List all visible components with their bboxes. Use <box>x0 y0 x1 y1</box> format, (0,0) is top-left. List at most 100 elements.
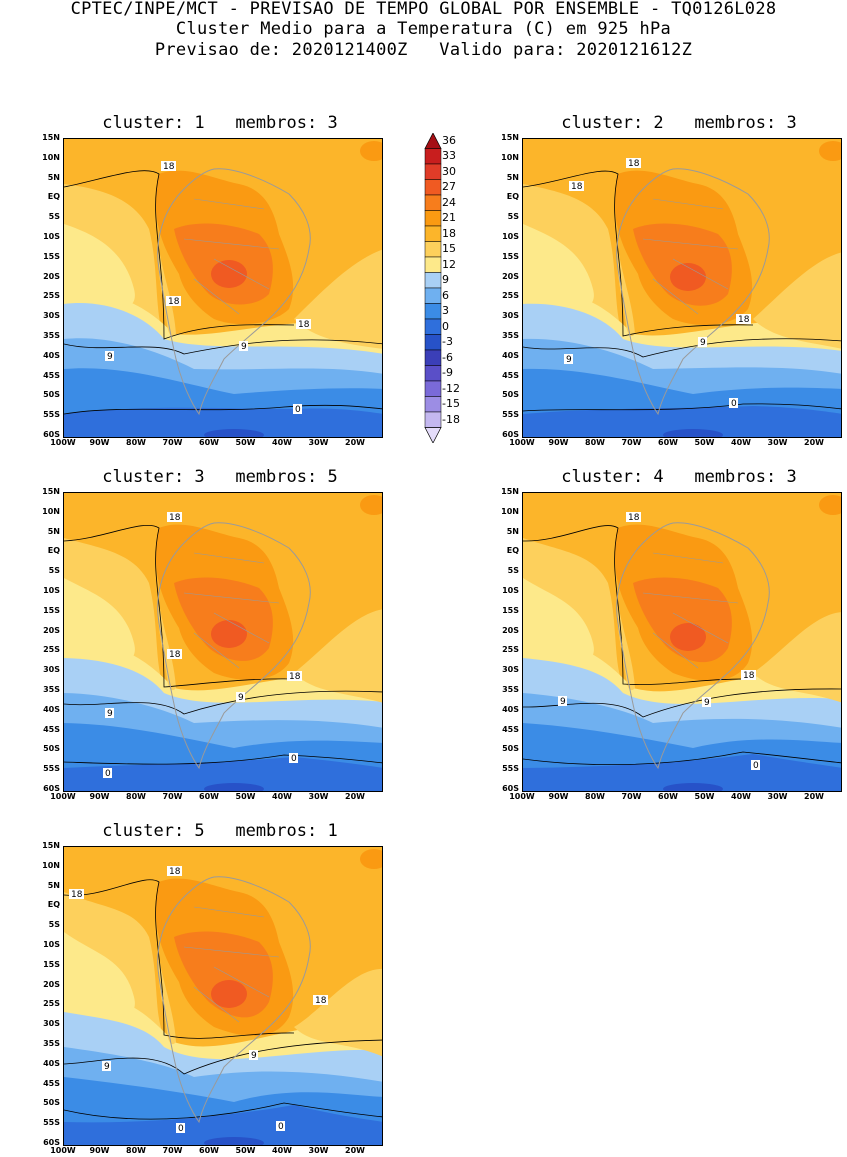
lat-tick-label: 5S <box>507 566 519 576</box>
lon-tick-label: 60W <box>658 438 678 447</box>
svg-text:0: 0 <box>291 754 297 764</box>
lat-tick-label: 35S <box>502 685 519 694</box>
contour-label: 0 <box>103 768 112 779</box>
contour-label: 18 <box>626 158 641 169</box>
colorbar-level-label: 21 <box>442 211 456 224</box>
lat-tick-label: 60S <box>502 784 519 793</box>
colorbar-arrow-top <box>424 133 442 149</box>
lat-tick-label: 50S <box>43 390 60 400</box>
lon-tick-label: 20W <box>345 1146 365 1155</box>
colorbar-level-label: 12 <box>442 257 456 271</box>
temperature-map: 18 18 18 9 9 0 0 <box>64 847 382 1145</box>
lon-tick-label: 90W <box>548 792 569 801</box>
svg-text:18: 18 <box>169 650 181 660</box>
colorbar-swatch <box>424 272 442 289</box>
colorbar-level-label: 0 <box>442 319 449 333</box>
svg-text:9: 9 <box>700 338 706 348</box>
contour-label: 18 <box>741 670 756 681</box>
lat-tick-label: 35S <box>43 1039 60 1048</box>
lat-tick-label: 10N <box>501 152 519 162</box>
colorbar-level-label: 18 <box>442 226 456 240</box>
colorbar-swatch <box>424 163 442 180</box>
contour-label: 9 <box>239 341 248 352</box>
lat-tick-label: 40S <box>43 704 60 714</box>
contour-label: 9 <box>558 696 567 707</box>
svg-text:9: 9 <box>104 1062 110 1072</box>
lat-tick-label: 20S <box>502 625 519 635</box>
contour-label: 18 <box>626 512 641 523</box>
lon-tick-label: 30W <box>308 792 329 801</box>
lon-tick-label: 30W <box>767 438 788 447</box>
colorbar-swatch <box>424 318 442 335</box>
contour-label: 0 <box>729 398 738 409</box>
lon-tick-label: 60W <box>658 792 678 801</box>
lon-tick-label: 70W <box>621 438 642 447</box>
lat-tick-label: 60S <box>43 784 60 793</box>
contour-label: 18 <box>166 296 181 307</box>
contour-label: 9 <box>105 351 114 362</box>
lat-tick-label: 15S <box>502 605 519 615</box>
lat-tick-label: 25S <box>43 291 60 301</box>
panel-title: cluster: 2 membros: 3 <box>561 113 797 133</box>
colorbar-level-label: 24 <box>442 195 456 209</box>
colorbar-swatch <box>424 303 442 320</box>
lat-tick-label: EQ <box>506 546 519 556</box>
lon-tick-label: 50W <box>235 438 256 447</box>
temperature-map: 18 18 9 9 0 <box>523 493 841 791</box>
lon-tick-label: 30W <box>308 1146 329 1155</box>
svg-text:0: 0 <box>105 769 111 779</box>
svg-text:9: 9 <box>241 342 247 352</box>
contour-label: 18 <box>167 866 182 877</box>
panel-title: cluster: 5 membros: 1 <box>102 821 338 841</box>
lon-tick-label: 90W <box>89 438 110 447</box>
contour-label: 0 <box>751 760 760 771</box>
contour-label: 18 <box>167 649 182 660</box>
lat-tick-label: 5N <box>47 172 60 182</box>
colorbar-level-label: 6 <box>442 288 449 302</box>
svg-text:0: 0 <box>731 399 737 409</box>
panel-title: cluster: 4 membros: 3 <box>561 467 797 487</box>
svg-text:18: 18 <box>71 890 83 900</box>
colorbar-swatch <box>424 396 442 413</box>
lon-tick-label: 50W <box>694 438 715 447</box>
lat-tick-label: 15N <box>42 841 60 850</box>
lat-tick-label: 5N <box>506 172 519 182</box>
svg-text:9: 9 <box>238 693 244 703</box>
colorbar-level-label: -18 <box>442 412 460 426</box>
panel-title: cluster: 1 membros: 3 <box>102 113 338 133</box>
lat-tick-label: 50S <box>502 744 519 754</box>
lon-tick-label: 90W <box>548 438 569 447</box>
colorbar-level-label: 27 <box>442 180 456 193</box>
colorbar-level-label: 15 <box>442 242 456 255</box>
lat-tick-label: 20S <box>502 271 519 281</box>
lat-tick-label: 45S <box>43 370 60 380</box>
lat-tick-label: 60S <box>502 430 519 439</box>
lon-tick-label: 70W <box>621 792 642 801</box>
lon-tick-label: 40W <box>731 438 751 447</box>
lat-tick-label: 5N <box>47 526 60 536</box>
colorbar-level-label: 30 <box>442 164 456 178</box>
contour-label: 18 <box>167 512 182 523</box>
colorbar-level-label: 3 <box>442 304 449 317</box>
map-panel-3: 18 18 18 9 9 0 0 <box>63 492 383 792</box>
colorbar-level-label: -6 <box>442 350 453 364</box>
contour-label: 18 <box>296 319 311 330</box>
lon-tick-label: 60W <box>199 438 219 447</box>
panel-title: cluster: 3 membros: 5 <box>102 467 338 487</box>
contour-label: 9 <box>698 337 707 348</box>
lat-tick-label: EQ <box>47 192 60 202</box>
lon-tick-label: 80W <box>585 438 605 447</box>
svg-text:9: 9 <box>566 355 572 365</box>
colorbar-swatch <box>424 241 442 258</box>
svg-text:9: 9 <box>107 709 113 719</box>
lat-tick-label: 30S <box>43 1019 60 1029</box>
lat-tick-label: 40S <box>502 704 519 714</box>
lon-tick-label: 80W <box>585 792 605 801</box>
svg-text:9: 9 <box>704 698 710 708</box>
lat-tick-label: 5N <box>506 526 519 536</box>
lon-tick-label: 60W <box>199 792 219 801</box>
lon-tick-label: 90W <box>89 792 110 801</box>
lat-tick-label: 30S <box>43 311 60 321</box>
svg-text:18: 18 <box>298 320 310 330</box>
svg-text:0: 0 <box>753 761 759 771</box>
